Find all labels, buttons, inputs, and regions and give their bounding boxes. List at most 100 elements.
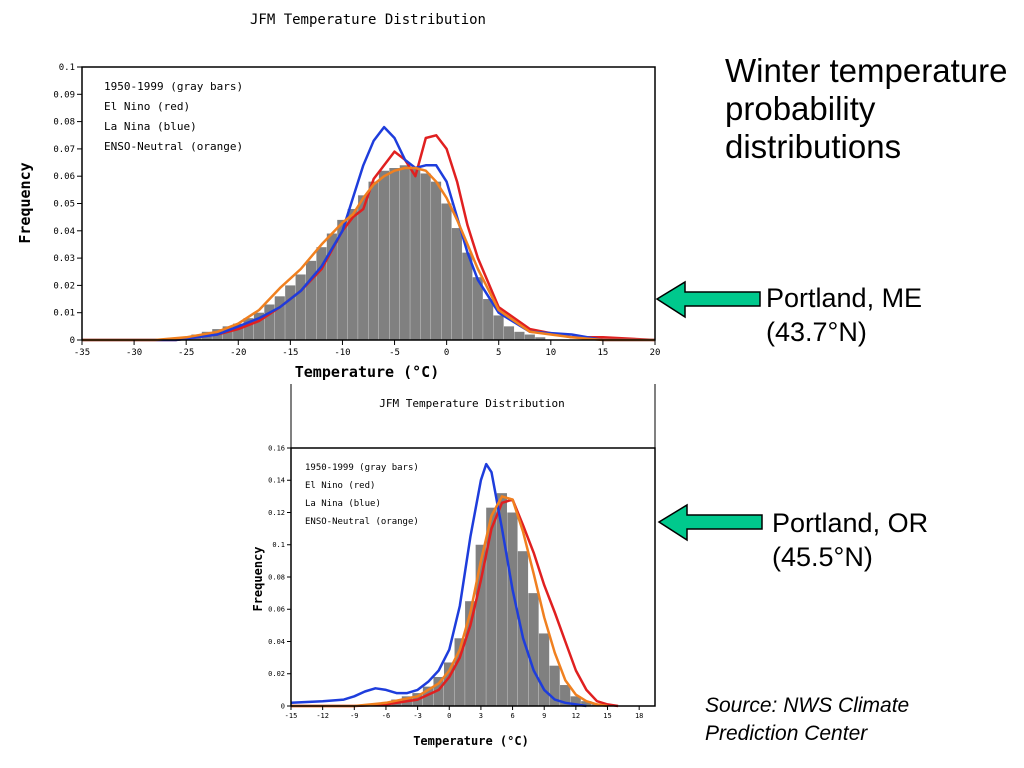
x-tick-label: 10 [545,348,556,358]
annotation-portland-or-latitude: (45.5°N) [772,542,873,572]
la-nina-line [82,125,655,342]
histogram-bar [570,696,581,706]
histogram-bar [486,507,497,706]
y-tick-label: 0.01 [53,309,75,319]
x-tick-label: 0 [447,712,451,720]
x-axis-label: Temperature (°C) [413,734,529,748]
legend-line-el-nino: El Nino (red) [305,481,375,491]
y-tick-label: 0.14 [268,477,285,485]
annotation-portland-me: Portland, ME (43.7°N) [766,281,922,349]
legend-line-enso-neutral: ENSO-Neutral (orange) [305,517,419,527]
legend-line-all-years: 1950-1999 (gray bars) [104,80,243,93]
histogram-bar [337,219,348,340]
source-credit: Source: NWS Climate Prediction Center [705,692,909,748]
histogram-bar [243,318,254,340]
histogram-bar [410,168,421,340]
histogram-bar [253,312,265,340]
histogram-bar [514,331,525,340]
source-line-2: Prediction Center [705,722,868,745]
y-tick-label: 0.04 [268,638,285,646]
y-tick-label: 0 [70,336,75,346]
annotation-portland-or-name: Portland, OR [772,508,929,538]
histogram-bar [420,173,431,340]
y-tick-label: 0.08 [268,573,285,581]
histogram-bar [431,181,442,340]
histogram-bar [358,195,369,340]
histogram-bar [422,686,434,706]
histogram-bar [475,544,486,706]
el-nino-line [82,134,656,342]
histogram-bar [483,299,494,340]
histogram-bar [295,274,306,340]
x-tick-label: -9 [350,712,358,720]
x-tick-label: -3 [413,712,421,720]
plot-area: -35 -30 -25 -20 -15 -10 -5 0 5 10 15 20 0 0.01 0.02 0.0… [53,63,660,358]
x-tick-label: 6 [510,712,514,720]
x-axis-label: Temperature (°C) [295,363,440,381]
histogram-bar [503,326,515,340]
legend-line-enso-neutral: ENSO-Neutral (orange) [104,140,243,153]
legend-line-la-nina: La Nina (blue) [305,499,381,509]
y-tick-label: 0.1 [272,541,285,549]
y-tick-label: 0.05 [53,200,75,210]
histogram-bar [443,662,455,706]
histogram-bar [535,337,546,340]
legend-line-all-years: 1950-1999 (gray bars) [305,463,419,473]
histogram-bar [496,493,507,706]
x-tick-label: 9 [542,712,546,720]
chart-title: JFM Temperature Distribution [379,397,564,410]
histogram-bar [581,701,592,706]
histogram-bar [549,665,560,706]
histogram-bar [326,233,337,340]
slide-title: Winter temperature probability distribut… [725,52,1008,165]
histogram-bar [454,638,465,706]
y-tick-label: 0.12 [268,509,285,517]
histogram-bar [507,512,518,706]
histogram-bar [517,551,529,706]
histogram-bar [399,165,410,340]
y-tick-label: 0.07 [53,145,75,155]
arrow-left-icon [655,280,761,319]
histogram-bar [524,334,535,340]
enso-neutral-line [82,166,655,342]
x-tick-label: 20 [650,348,661,358]
histogram-bar [462,252,473,340]
y-tick-label: 0 [281,702,285,710]
histogram-bar [472,277,483,340]
histogram-bar [274,296,285,340]
histogram-bar [264,304,275,340]
plot-area: -15 -12 -9 -6 -3 0 3 6 9 12 15 18 0 0.02 0.04 0.06 0.08 0… [268,444,656,720]
source-line-1: Source: NWS Climate [705,694,910,717]
x-tick-label: 15 [603,712,611,720]
y-axis-label: Frequency [251,546,265,611]
x-tick-label: -20 [230,348,246,358]
y-tick-label: 0.02 [268,670,285,678]
arrow-left-icon-shape [655,280,761,319]
histogram-bar [560,685,571,706]
x-tick-label: 18 [635,712,643,720]
x-tick-label: -10 [334,348,350,358]
histogram-bar [378,170,390,340]
x-tick-label: -35 [74,348,90,358]
histogram-bar [368,181,379,340]
histogram-bar [465,601,476,706]
histogram-bar [528,593,539,706]
histogram-bar [538,633,550,706]
histogram-bar [441,203,452,340]
annotation-portland-me-name: Portland, ME [766,283,923,313]
x-tick-label: 15 [597,348,608,358]
y-tick-label: 0.08 [53,118,75,128]
x-tick-label: -25 [178,348,194,358]
legend-line-el-nino: El Nino (red) [104,100,190,113]
legend-line-la-nina: La Nina (blue) [104,120,197,133]
y-tick-label: 0.03 [53,254,75,264]
el-nino-line [291,498,619,708]
x-tick-label: -12 [316,712,329,720]
annotation-portland-me-latitude: (43.7°N) [766,317,867,347]
x-tick-label: 5 [496,348,501,358]
y-tick-label: 0.06 [53,172,75,182]
y-tick-label: 0.04 [53,227,75,237]
la-nina-line [290,462,587,708]
legend: 1950-1999 (gray bars) El Nino (red) La N… [104,80,243,153]
x-tick-label: 3 [479,712,483,720]
